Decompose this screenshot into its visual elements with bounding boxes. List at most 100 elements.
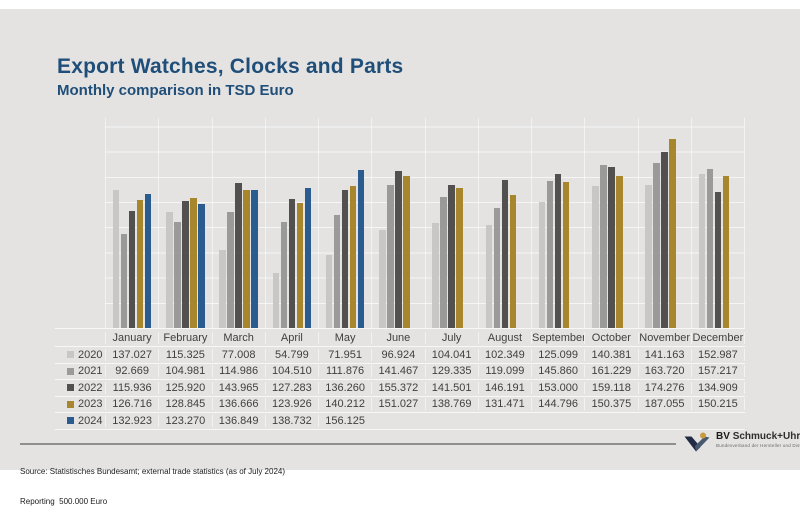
- table-cell-2022-april: 127.283: [264, 381, 318, 394]
- bar-2020-january: [112, 189, 120, 328]
- bar-2020-october: [592, 186, 599, 328]
- table-cell-2021-november: 163.720: [637, 365, 691, 378]
- table-cell-2024-february: 123.270: [158, 414, 211, 427]
- table-cell-2023-june: 151.027: [371, 398, 424, 411]
- bar-2021-november: [653, 162, 660, 328]
- table-cell-2020-october: 140.381: [584, 348, 637, 361]
- table-month-header-january: January: [105, 331, 158, 344]
- bar-2021-july: [440, 197, 447, 328]
- bar-2020-august: [485, 224, 493, 328]
- page-subtitle: Monthly comparison in TSD Euro: [57, 82, 294, 99]
- table-cell-2023-may: 140.212: [318, 398, 371, 411]
- table-header-row: January February March April May June July Augu…: [55, 328, 745, 346]
- legend-year-2022: 2022: [55, 382, 105, 394]
- bar-2022-july: [448, 185, 455, 328]
- chart-and-table: January February March April May June July Augu…: [55, 118, 745, 430]
- bar-2023-april: [296, 202, 304, 328]
- table-row-2020: 2020 137.027 115.325 77.008 54.799 71.951 96.9…: [55, 346, 745, 363]
- bar-2021-may: [333, 215, 341, 328]
- page-title: Export Watches, Clocks and Parts: [57, 55, 404, 78]
- table-month-header-december: December: [690, 331, 745, 344]
- legend-year-2021: 2021: [55, 365, 105, 377]
- table-cell-2024-january: 132.923: [105, 414, 158, 427]
- bar-2023-october: [616, 176, 623, 328]
- table-cell-2023-august: 131.471: [477, 398, 531, 411]
- table-month-header-july: July: [424, 331, 478, 344]
- legend-swatch-2021: [67, 367, 74, 375]
- table-cell-2022-august: 146.191: [477, 381, 531, 394]
- table-cell-2021-may: 111.876: [318, 365, 371, 378]
- legend-year-label: 2023: [78, 398, 103, 411]
- bar-2020-december: [698, 173, 706, 328]
- table-cell-2021-march: 114.986: [211, 365, 265, 378]
- bar-2022-august: [501, 180, 509, 328]
- bar-2021-august: [493, 207, 501, 328]
- bar-2022-march: [235, 182, 242, 328]
- bar-2021-march: [227, 211, 234, 328]
- bar-2023-february: [190, 197, 197, 328]
- table-cell-2023-july: 138.769: [424, 398, 478, 411]
- legend-year-2024: 2024: [55, 415, 105, 427]
- chart-month-column-november: [637, 118, 691, 328]
- data-table: January February March April May June July Augu…: [55, 328, 745, 430]
- bar-2023-march: [243, 190, 250, 328]
- chart-month-column-june: [371, 118, 424, 328]
- table-cell-2020-december: 152.987: [690, 348, 745, 361]
- table-cell-2021-april: 104.510: [264, 365, 318, 378]
- table-cell-2021-september: 145.860: [531, 365, 584, 378]
- logo-tagline: Bundesverband der Hersteller und Distrib…: [716, 443, 800, 448]
- table-cell-2022-february: 125.920: [158, 381, 211, 394]
- chart-month-column-may: [318, 118, 371, 328]
- table-month-header-november: November: [637, 331, 690, 344]
- table-cell-2022-december: 134.909: [690, 381, 745, 394]
- bar-2023-june: [403, 175, 410, 328]
- bar-2020-february: [166, 211, 173, 328]
- bar-2020-june: [379, 230, 386, 328]
- bar-2022-september: [554, 173, 562, 328]
- table-cell-2024-may: 156.125: [318, 414, 371, 427]
- table-month-header-october: October: [584, 331, 637, 344]
- table-cell-2023-march: 136.666: [211, 398, 265, 411]
- table-cell-2021-august: 119.099: [477, 365, 531, 378]
- bar-2022-october: [608, 167, 615, 328]
- chart-month-column-march: [211, 118, 265, 328]
- table-cell-2022-september: 153.000: [531, 381, 584, 394]
- bar-2021-february: [174, 222, 181, 328]
- table-month-header-april: April: [264, 331, 318, 344]
- table-cell-2023-april: 123.926: [264, 398, 318, 411]
- table-row-2024: 2024 132.923 123.270 136.849 138.732 156.125: [55, 412, 745, 430]
- logo-text: BV Schmuck+Uhren Bundesverband der Herst…: [716, 431, 800, 448]
- table-cell-2022-november: 174.276: [637, 381, 691, 394]
- table-cell-2022-june: 155.372: [371, 381, 424, 394]
- table-row-2021: 2021 92.669 104.981 114.986 104.510 111.876 14…: [55, 362, 745, 380]
- bar-2022-april: [288, 199, 296, 328]
- bar-2022-december: [714, 191, 722, 328]
- bar-2023-may: [349, 186, 357, 328]
- table-cell-2023-october: 150.375: [584, 398, 637, 411]
- chart-month-column-december: [690, 118, 745, 328]
- bar-2020-april: [272, 272, 280, 328]
- bar-2021-december: [706, 169, 714, 328]
- table-cell-2020-september: 125.099: [531, 348, 584, 361]
- legend-year-label: 2022: [78, 381, 103, 394]
- table-cell-2023-february: 128.845: [158, 398, 211, 411]
- source-line-2: Reporting 500.000 Euro: [20, 497, 108, 506]
- legend-year-label: 2021: [78, 365, 103, 378]
- chart-month-column-october: [584, 118, 637, 328]
- footer-divider: [20, 443, 676, 445]
- bar-2021-october: [600, 165, 607, 328]
- table-cell-2023-january: 126.716: [105, 398, 158, 411]
- table-cell-2023-november: 187.055: [637, 398, 691, 411]
- bar-2023-august: [509, 195, 517, 328]
- bar-2024-may: [357, 170, 365, 328]
- logo: BV Schmuck+Uhren Bundesverband der Herst…: [682, 431, 800, 457]
- table-cell-2021-july: 129.335: [424, 365, 478, 378]
- bar-2023-september: [562, 181, 570, 328]
- legend-swatch-2023: [67, 400, 74, 408]
- table-cell-2021-february: 104.981: [158, 365, 211, 378]
- bar-2020-march: [219, 250, 226, 328]
- table-cell-2020-january: 137.027: [105, 348, 158, 361]
- bar-2023-november: [669, 139, 676, 328]
- legend-swatch-2022: [67, 384, 74, 392]
- chart-plot-area: [105, 118, 745, 328]
